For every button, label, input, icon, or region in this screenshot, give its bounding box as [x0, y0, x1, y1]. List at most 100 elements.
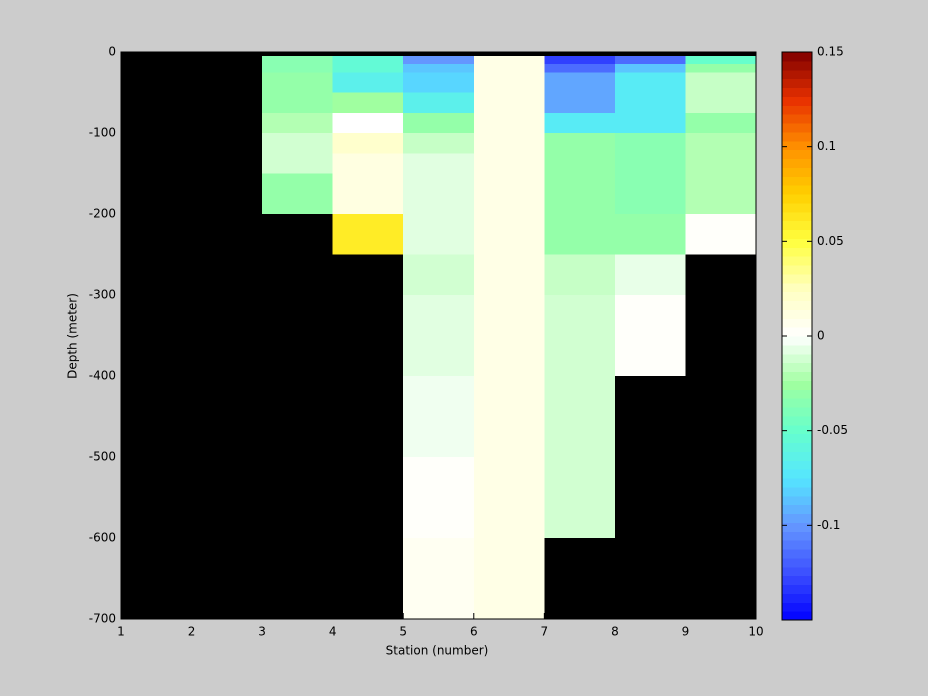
colorbar-swatch	[782, 451, 812, 461]
heatmap-cell	[332, 92, 404, 113]
colorbar-swatch	[782, 185, 812, 195]
x-tick-label: 4	[329, 625, 337, 639]
heatmap-cell	[403, 72, 474, 93]
heatmap-cell	[544, 457, 615, 538]
heatmap-cell	[403, 457, 474, 538]
colorbar-swatch	[782, 575, 812, 585]
heatmap-cell	[403, 56, 474, 65]
heatmap-cell	[403, 254, 474, 295]
heatmap-cell	[403, 173, 474, 214]
heatmap-cell	[685, 153, 756, 174]
x-tick-label: 8	[611, 625, 619, 639]
heatmap-cell	[332, 64, 404, 73]
heatmap-cell	[473, 133, 545, 154]
heatmap-cell	[332, 133, 404, 154]
colorbar-swatch	[782, 60, 812, 71]
colorbar-swatch	[782, 96, 812, 106]
heatmap-cell	[685, 72, 756, 93]
colorbar-swatch	[782, 300, 812, 310]
heatmap-cell	[332, 214, 404, 255]
colorbar-tick-label: 0.05	[817, 234, 844, 248]
colorbar-swatch	[782, 140, 812, 151]
colorbar-swatch	[782, 247, 812, 257]
colorbar-swatch	[782, 52, 812, 62]
colorbar-swatch	[782, 442, 812, 452]
y-tick-label: -300	[89, 288, 116, 302]
colorbar-swatch	[782, 460, 812, 470]
heatmap-cell	[332, 173, 404, 214]
heatmap-cell	[473, 173, 545, 214]
heatmap-cell	[262, 72, 333, 93]
colorbar-swatch	[782, 158, 812, 168]
heatmap-cell	[544, 376, 615, 457]
heatmap-cell	[473, 56, 545, 65]
heatmap-cell	[332, 112, 404, 133]
x-tick-label: 1	[117, 625, 125, 639]
y-tick-label: -400	[89, 369, 116, 383]
colorbar-swatch	[782, 371, 812, 381]
colorbar-swatch	[782, 353, 812, 364]
colorbar-swatch	[782, 282, 812, 293]
heatmap-cell	[403, 133, 474, 154]
heatmap-cell	[262, 173, 333, 214]
heatmap-cell	[685, 92, 756, 113]
colorbar-swatch	[782, 336, 812, 346]
heatmap-cell	[473, 153, 545, 174]
y-tick-label: -200	[89, 207, 116, 221]
heatmap-cell	[473, 376, 545, 457]
colorbar-swatch	[782, 309, 812, 319]
heatmap-cell	[403, 295, 474, 376]
y-axis-label: Depth (meter)	[66, 293, 80, 379]
colorbar-swatch	[782, 486, 812, 497]
y-tick-label: -700	[89, 612, 116, 626]
x-tick-label: 2	[188, 625, 196, 639]
colorbar-swatch	[782, 522, 812, 532]
heatmap-cell	[473, 72, 545, 93]
colorbar-swatch	[782, 584, 812, 594]
y-tick-label: 0	[108, 45, 116, 59]
plot-frame	[120, 51, 757, 620]
heatmap-cell	[473, 254, 545, 295]
heatmap-cell	[262, 64, 333, 73]
heatmap-cell	[262, 56, 333, 65]
colorbar-swatch	[782, 78, 812, 88]
heatmap-cell	[685, 173, 756, 214]
colorbar-swatch	[782, 194, 812, 204]
colorbar-swatch	[782, 602, 812, 612]
colorbar-swatch	[782, 362, 812, 372]
colorbar-swatch	[782, 149, 812, 159]
heatmap-cell	[614, 295, 686, 376]
y-tick-label: -600	[89, 531, 116, 545]
heatmap-cell	[332, 72, 404, 93]
heatmap-cell	[473, 112, 545, 133]
heatmap-cell	[544, 153, 615, 174]
heatmap-cell	[262, 92, 333, 113]
heatmap-cell	[685, 64, 756, 73]
colorbar-tick-label: 0	[817, 329, 825, 343]
colorbar-swatch	[782, 469, 812, 479]
colorbar-swatch	[782, 105, 812, 115]
heatmap-cell	[544, 133, 615, 154]
colorbar-swatch	[782, 478, 812, 488]
heatmap-cell	[544, 295, 615, 376]
heatmap-cell	[262, 112, 333, 133]
heatmap-cell	[262, 133, 333, 154]
heatmap-cell	[685, 214, 756, 255]
heatmap-cell	[473, 214, 545, 255]
heatmap-cell	[544, 92, 615, 113]
heatmap-cell	[544, 112, 615, 133]
colorbar-tick-label: -0.05	[817, 423, 848, 437]
colorbar-swatch	[782, 424, 812, 435]
heatmap-cell	[403, 376, 474, 457]
heatmap-cell	[544, 64, 615, 73]
x-tick-label: 9	[682, 625, 690, 639]
heatmap-cell	[544, 254, 615, 295]
x-tick-label: 7	[541, 625, 549, 639]
heatmap-cell	[473, 538, 545, 619]
colorbar-tick-label: -0.1	[817, 518, 840, 532]
colorbar-swatch	[782, 238, 812, 248]
colorbar-swatch	[782, 265, 812, 275]
colorbar-swatch	[782, 291, 812, 301]
y-tick-label: -500	[89, 450, 116, 464]
